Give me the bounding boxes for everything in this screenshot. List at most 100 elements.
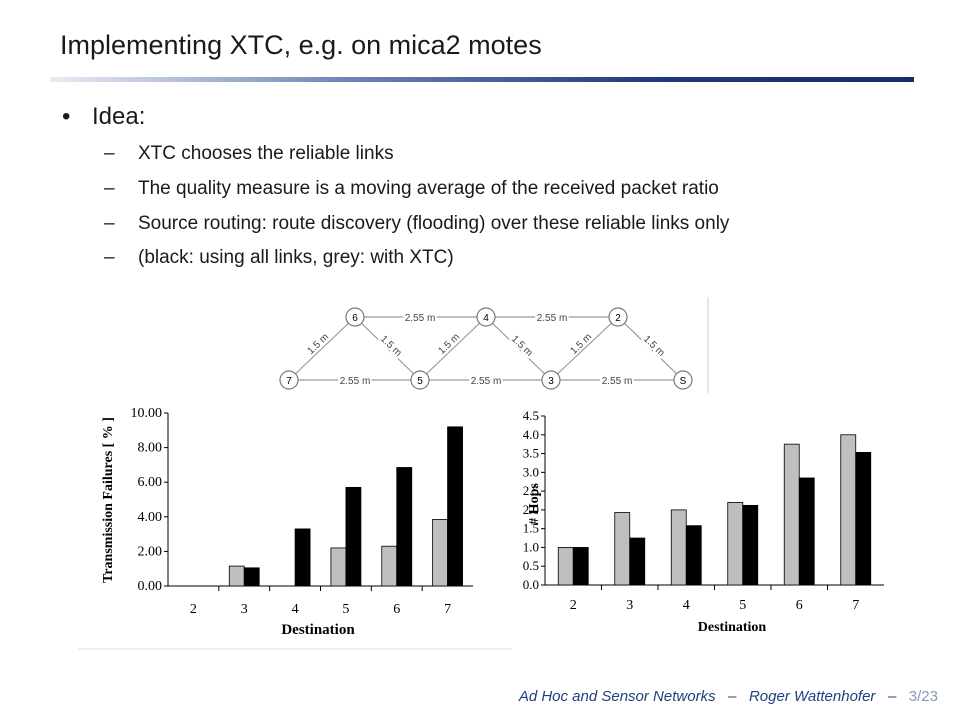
y-tick-label: 1.5 [523,521,539,536]
x-tick-label: 7 [852,598,859,613]
title-underline [50,77,914,82]
bar [670,509,687,586]
node-circle [279,370,299,390]
y-axis-title: # Hops [527,483,542,525]
footer-separator: – [728,688,737,705]
y-tick-label: 0.0 [523,577,539,592]
bar [742,504,759,586]
bar [432,518,448,587]
node-label: S [680,376,687,387]
bar [396,467,413,587]
edge-label: 2.55 m [602,376,633,387]
node-label: 7 [286,376,292,387]
x-axis-title: Destination [698,620,767,635]
bar [798,477,815,586]
x-tick-label: 3 [241,602,248,617]
footer-separator: – [887,688,897,705]
node-circle [345,307,365,327]
network-edges [288,316,684,381]
y-tick-label: 2.5 [523,483,539,498]
node-label: 3 [548,376,554,387]
x-axis-title: Destination [281,622,355,638]
bar [727,501,744,586]
node-label: 6 [352,313,358,324]
x-tick-label: 4 [683,598,690,613]
edge-label: 1.5 m [568,332,594,357]
x-tick-label: 6 [796,598,803,613]
y-tick-label: 1.0 [523,539,539,554]
x-tick-label: 5 [342,602,349,617]
subpoint-text: The quality measure is a moving average … [138,178,719,199]
bullet-text: Idea: [92,103,146,130]
subpoint-text: (black: using all links, grey: with XTC) [138,247,454,268]
bar [840,434,857,586]
x-tick-label: 6 [393,602,400,617]
page-number: 3/23 [908,688,938,705]
bar [614,512,631,586]
edge [288,316,356,381]
node-circle [541,370,561,390]
edge [550,316,619,381]
dash: – [104,178,115,199]
edge [617,316,684,381]
dash: – [104,213,115,234]
x-tick-label: 4 [292,602,299,617]
transmission-failures-chart: 0.00 2.00 4.00 6.00 8.00 10.00 2 3 4 5 6 7 Destinat… [78,406,512,650]
dash: – [104,247,115,268]
edge-label: 2.55 m [471,376,502,387]
edge-label: 2.55 m [340,376,371,387]
node-label: 2 [615,313,621,324]
dash: – [104,143,115,164]
bar [330,547,347,587]
x-tick-label: 2 [190,602,197,617]
node-circle [673,370,693,390]
edge-label: 1.5 m [641,334,667,359]
bar [629,537,646,586]
node-circle [410,370,430,390]
edge-label: 2.55 m [405,313,436,324]
y-tick-label: 2.00 [138,544,163,559]
y-axis-title: Transmission Failures [ % ] [101,417,116,583]
y-tick-label: 4.00 [138,510,163,525]
bullet-idea: • Idea: [62,103,145,131]
node-label: 4 [483,313,489,324]
edge-label: 1.5 m [378,334,404,359]
bar [557,547,574,586]
bar [783,443,800,586]
bar [345,486,362,587]
y-tick-label: 0.00 [138,579,163,594]
y-tick-label: 3.5 [523,446,539,461]
hops-chart: 0.0 0.5 1.0 1.5 2.0 2.5 3.0 3.5 4.0 4.5 2 3 4 5 6 7 Des… [523,408,884,635]
edge-label: 1.5 m [509,334,535,359]
y-tick-label: 10.00 [131,406,163,421]
bar [685,525,702,586]
subpoint: – The quality measure is a moving average… [104,178,719,200]
x-tick-label: 3 [626,598,633,613]
subpoint: – (black: using all links, grey: with XTC… [104,247,454,269]
bullet-mark: • [62,103,71,130]
y-tick-label: 2.0 [523,502,539,517]
bar [855,452,872,586]
x-tick-label: 5 [739,598,746,613]
edge [419,316,487,381]
x-tick-label: 7 [444,602,451,617]
slide-footer: Ad Hoc and Sensor Networks – Roger Watte… [519,688,938,705]
bar [381,545,398,587]
footer-course: Ad Hoc and Sensor Networks [518,688,716,705]
subpoint: – XTC chooses the reliable links [104,143,394,165]
y-tick-label: 6.00 [138,475,163,490]
y-tick-label: 4.5 [523,408,539,423]
bar [294,528,311,587]
node-label: 5 [417,376,423,387]
bar [228,565,245,587]
footer-author: Roger Wattenhofer [748,688,876,705]
subpoint: – Source routing: route discovery (floodi… [104,213,729,235]
y-tick-label: 3.0 [523,464,539,479]
edge [485,316,552,381]
y-tick-label: 8.00 [138,441,163,456]
subpoint-text: XTC chooses the reliable links [138,143,394,164]
subpoint-text: Source routing: route discovery (floodin… [138,213,730,234]
edge [354,316,421,381]
slide-title: Implementing XTC, e.g. on mica2 motes [60,30,542,60]
